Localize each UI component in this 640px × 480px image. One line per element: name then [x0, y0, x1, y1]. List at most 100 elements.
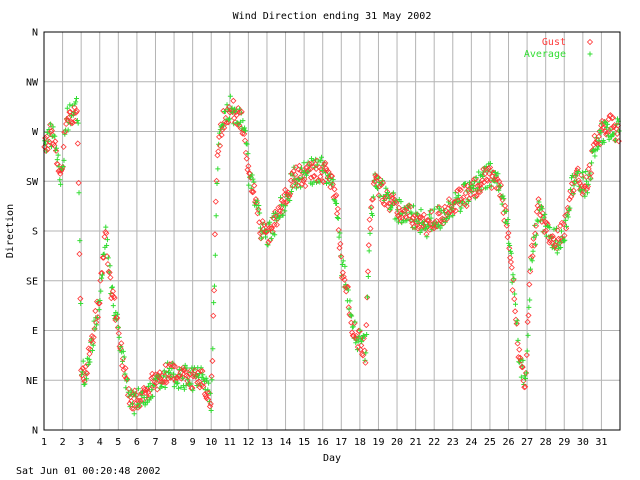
gust-point — [77, 295, 84, 302]
gust-point — [114, 314, 121, 322]
average-point — [131, 411, 137, 417]
gust-point — [182, 368, 189, 376]
average-point — [184, 365, 190, 371]
average-point — [267, 219, 273, 225]
x-tick-label: 15 — [298, 437, 310, 448]
average-point — [50, 124, 56, 130]
average-point — [484, 185, 490, 191]
average-point — [82, 381, 88, 387]
average-point — [523, 370, 529, 376]
gust-point — [298, 180, 305, 187]
average-point — [98, 288, 104, 294]
average-point — [176, 385, 182, 391]
average-point — [446, 214, 452, 220]
average-point — [213, 213, 219, 219]
gust-point — [512, 308, 519, 315]
average-point — [180, 375, 186, 381]
gust-point — [508, 264, 515, 271]
timestamp: Sat Jun 01 00:20:48 2002 — [16, 466, 161, 477]
y-tick-label: NW — [26, 77, 39, 88]
average-point — [533, 241, 539, 247]
gust-point — [104, 253, 111, 260]
x-tick-label: 24 — [465, 437, 477, 448]
average-point — [135, 386, 141, 392]
average-point — [240, 118, 246, 124]
average-point — [76, 190, 82, 196]
average-point — [42, 138, 48, 144]
average-point — [520, 357, 526, 363]
average-point — [565, 214, 571, 220]
gust-point — [570, 187, 577, 194]
gust-point — [282, 186, 289, 193]
average-point — [350, 324, 356, 330]
average-point — [336, 234, 342, 240]
gust-point — [368, 204, 375, 211]
x-tick-label: 11 — [224, 437, 236, 448]
average-point — [501, 196, 507, 202]
average-point — [480, 173, 486, 179]
y-tick-label: S — [32, 227, 38, 238]
gust-point — [211, 231, 219, 238]
average-point — [458, 205, 464, 211]
average-point — [367, 230, 373, 236]
gust-point — [50, 140, 57, 148]
gust-point — [171, 363, 178, 370]
x-tick-label: 14 — [280, 437, 292, 448]
gust-point — [196, 384, 203, 391]
legend-gust-label: Gust — [542, 37, 566, 48]
average-point — [337, 230, 343, 236]
average-point — [277, 214, 283, 220]
gust-point — [120, 366, 127, 373]
gust-point — [333, 192, 340, 199]
average-point — [385, 190, 391, 196]
x-tick-label: 20 — [391, 437, 403, 448]
gust-point — [114, 324, 122, 331]
gust-point — [292, 171, 299, 178]
average-point — [595, 144, 601, 150]
gust-point — [255, 206, 262, 213]
average-point — [171, 371, 177, 377]
gust-point — [358, 342, 365, 349]
average-point — [175, 380, 181, 386]
average-point — [120, 358, 126, 364]
average-point — [471, 185, 477, 191]
y-tick-label: E — [32, 326, 38, 337]
average-point — [250, 176, 256, 182]
average-point — [54, 157, 60, 163]
average-point — [209, 377, 215, 383]
gust-point — [598, 122, 605, 129]
gust-point — [119, 362, 126, 369]
average-point — [569, 175, 575, 181]
average-point — [210, 346, 216, 352]
average-point — [101, 251, 107, 257]
gust-point — [395, 204, 402, 211]
gust-point — [537, 212, 544, 219]
average-point — [606, 136, 612, 142]
average-point — [170, 360, 176, 366]
average-point — [237, 119, 243, 125]
average-point — [162, 385, 168, 391]
average-point — [207, 390, 213, 396]
average-point — [533, 232, 539, 238]
gust-point — [363, 321, 370, 329]
average-point — [211, 283, 217, 289]
average-point — [324, 181, 330, 187]
gust-point — [71, 104, 78, 111]
gust-point — [118, 340, 125, 347]
average-point — [249, 172, 255, 178]
average-point — [524, 348, 530, 354]
average-point — [525, 332, 531, 338]
x-tick-label: 7 — [152, 437, 158, 448]
gust-point — [408, 217, 415, 224]
x-tick-label: 10 — [205, 437, 217, 448]
gust-point — [516, 346, 523, 353]
average-point — [504, 220, 510, 226]
average-point — [81, 382, 87, 388]
average-point — [120, 348, 126, 354]
gust-point — [320, 178, 327, 186]
gust-point — [150, 382, 157, 389]
average-point — [570, 191, 576, 197]
plot-points — [41, 93, 622, 417]
average-point — [75, 120, 81, 126]
gust-point — [214, 152, 221, 159]
